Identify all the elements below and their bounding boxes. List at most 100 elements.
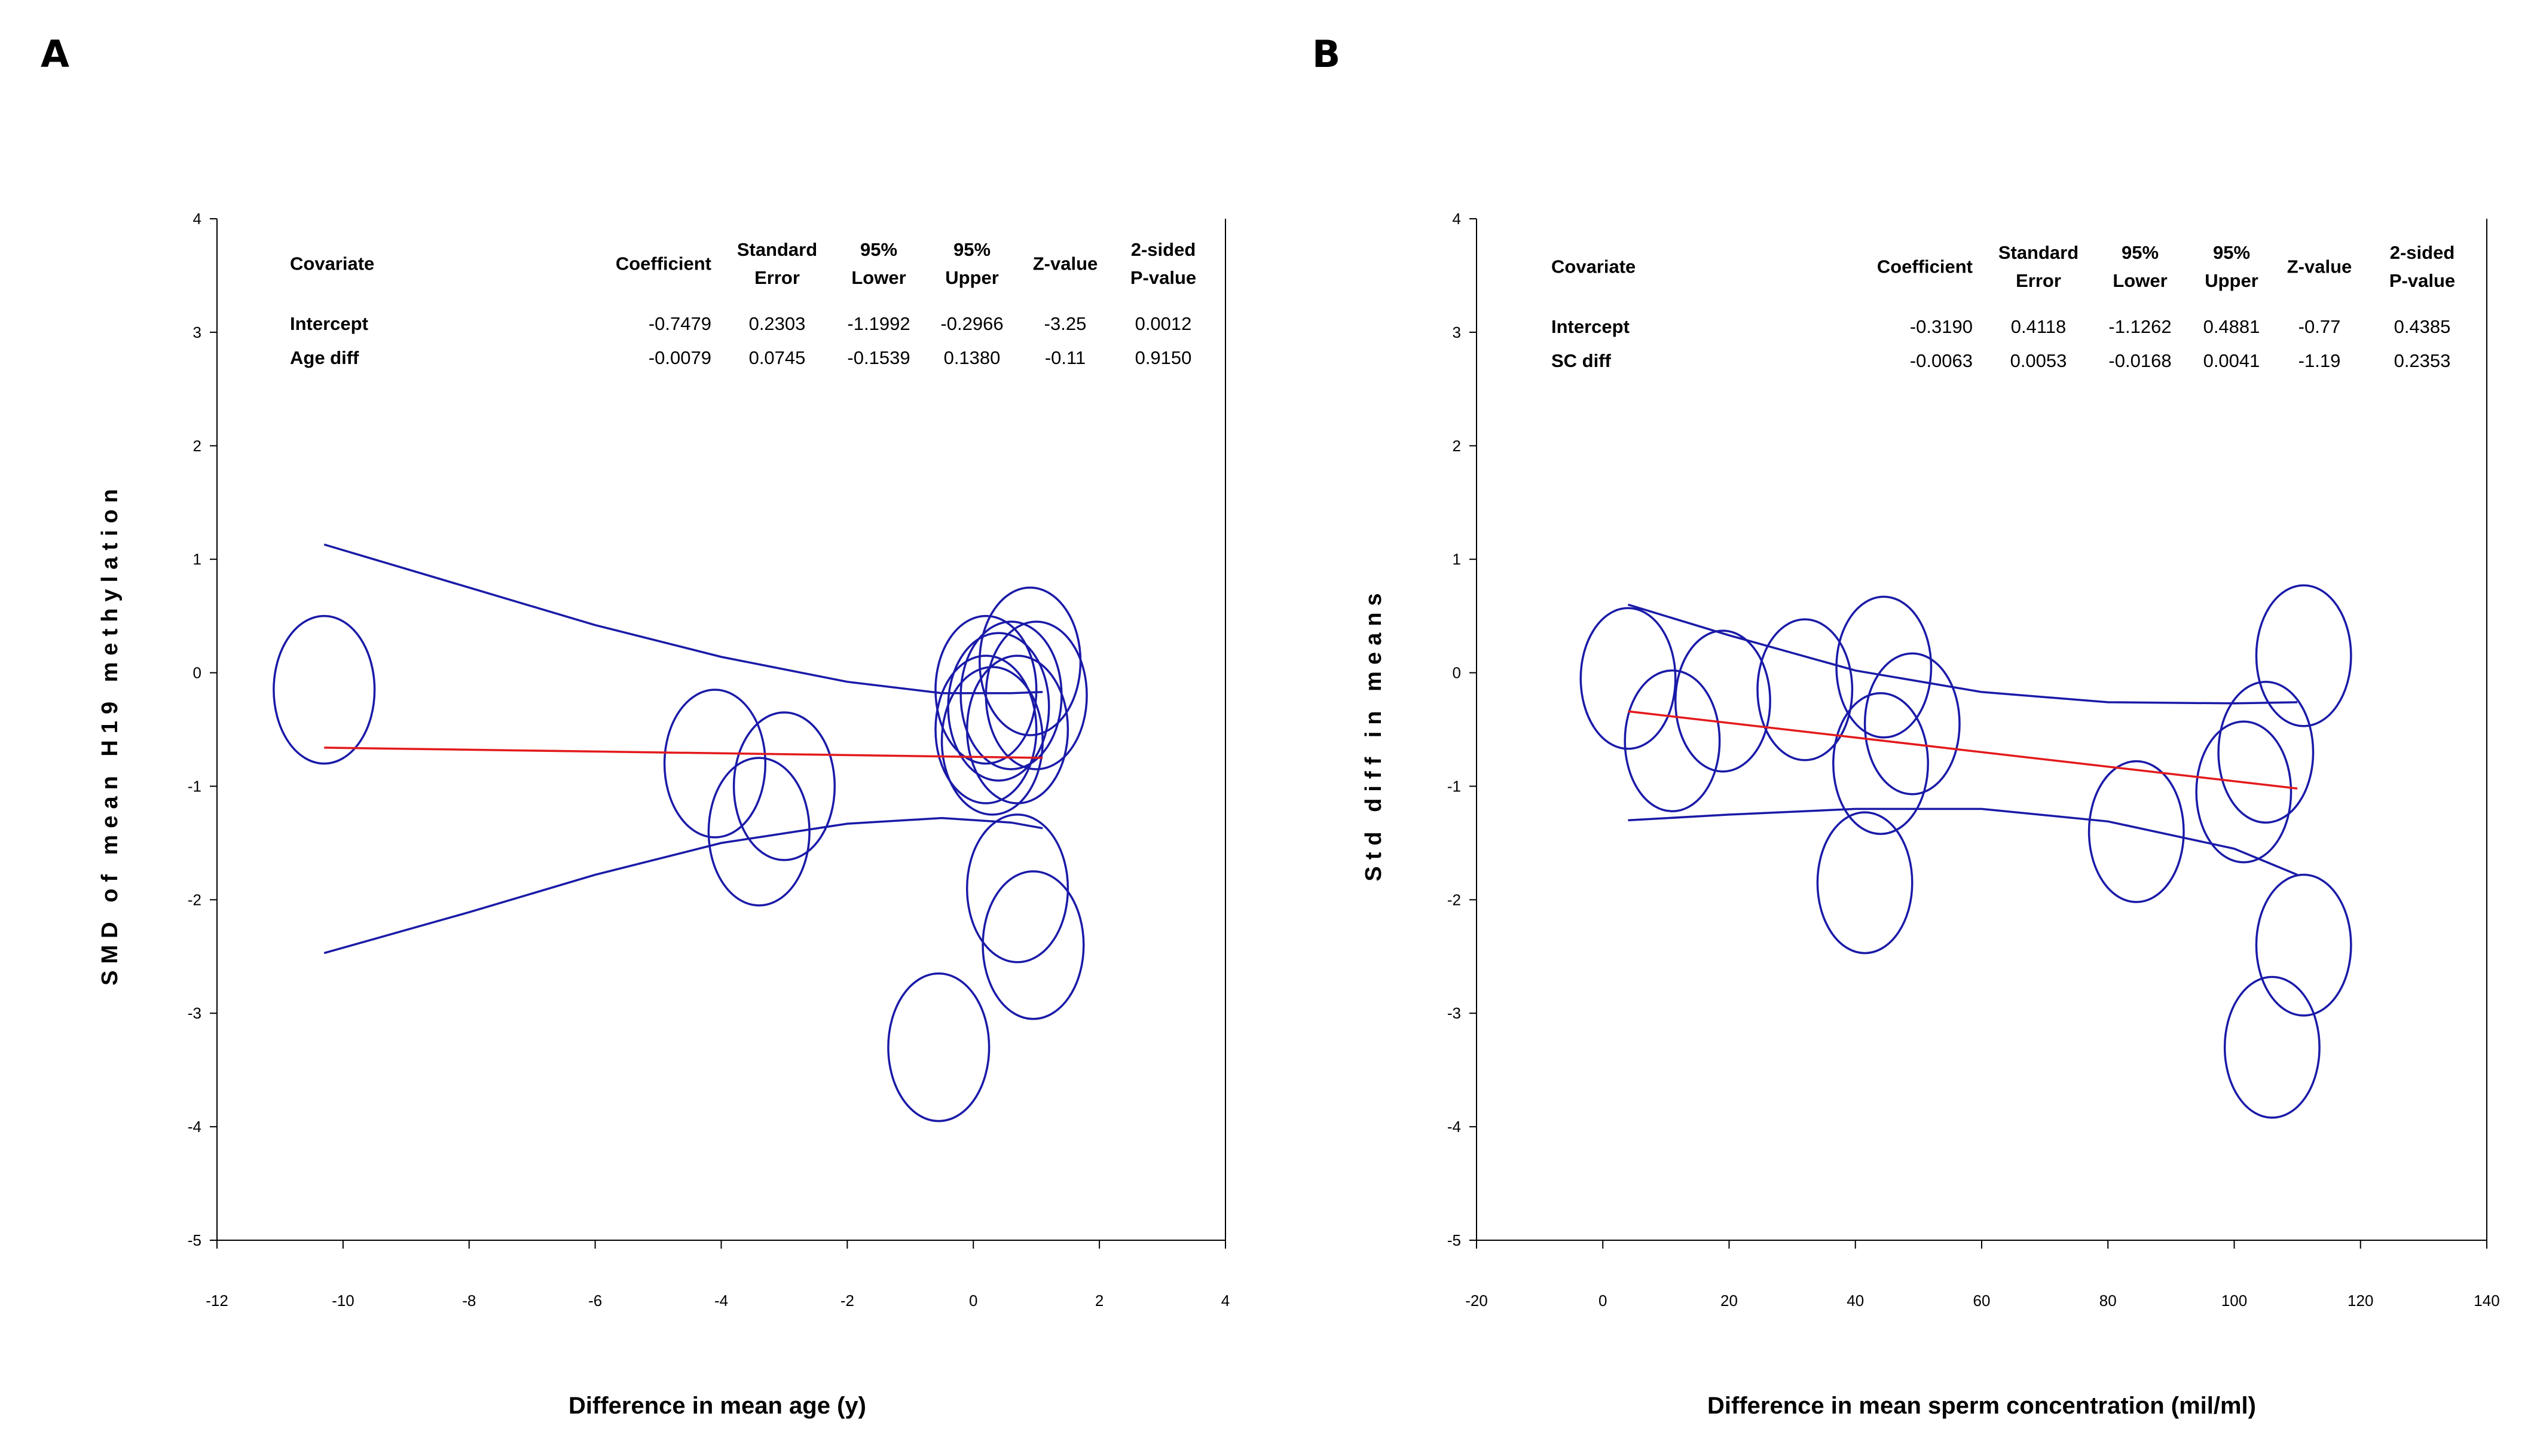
panel-a-study-bubble — [934, 654, 1038, 805]
panel-b-table-cell: SC diff — [1551, 350, 1612, 371]
panel-b-y-tick-label: -5 — [1447, 1231, 1461, 1249]
panel-a-table-cell: -1.1992 — [847, 313, 910, 334]
panel-b-y-tick-label: 3 — [1453, 323, 1461, 341]
panel-b-table-header: 95% — [2122, 242, 2159, 263]
panel-b-x-tick-label: 20 — [1720, 1292, 1738, 1310]
panel-label-a: A — [41, 32, 69, 76]
panel-a-table-header: P-value — [1130, 267, 1196, 288]
panel-b-table-header: 2-sided — [2390, 242, 2455, 263]
panel-a-table-cell: 0.0745 — [749, 347, 806, 368]
panel-b-study-bubble — [1579, 607, 1677, 750]
panel-a-x-tick-label: -8 — [462, 1292, 476, 1310]
panel-a-study-bubble — [965, 813, 1069, 963]
panel-b-x-tick-label: 80 — [2099, 1292, 2117, 1310]
panel-b-table-header: Standard — [1998, 242, 2078, 263]
panel-a-x-tick-label: -4 — [714, 1292, 728, 1310]
panel-a-table-header: Coefficient — [616, 253, 711, 274]
panel-b-study-bubble — [1624, 669, 1721, 812]
panel-a-table-cell: Intercept — [290, 313, 368, 334]
panel-b-y-tick-label: 4 — [1453, 210, 1461, 228]
panel-a-table-cell: 0.9150 — [1135, 347, 1192, 368]
panel-a-x-tick-label: -6 — [588, 1292, 602, 1310]
panel-a-table-header: Covariate — [290, 253, 374, 274]
panel-a-table-cell: -0.1539 — [847, 347, 910, 368]
panel-a-y-tick-label: -5 — [188, 1231, 201, 1249]
panel-a-y-tick-label: -1 — [188, 777, 201, 795]
panel-b-study-bubble — [1832, 692, 1929, 835]
panel-b-y-tick-label: -2 — [1447, 891, 1461, 909]
panel-a-y-tick-label: -4 — [188, 1118, 201, 1136]
panel-b-table-header: P-value — [2389, 270, 2455, 291]
panel-a-y-axis-title: SMD of mean H19 methylation — [97, 482, 123, 986]
panel-b-table-header: Z-value — [2287, 256, 2352, 277]
panel-a-chart: 4 3 2 1 0 -1 -2 -3 -4 -5 -12 -10 -8 -6 -4 -2 0 2 4 Covaria… — [97, 210, 1230, 1419]
panel-b-x-tick-label: 60 — [1973, 1292, 1991, 1310]
panel-a-study-bubble — [985, 620, 1088, 770]
panel-a-y-tick-label: -3 — [188, 1004, 201, 1022]
panel-b-table-cell: -0.0168 — [2108, 350, 2171, 371]
panel-b-x-tick-label: 140 — [2474, 1292, 2499, 1310]
panel-b-chart: 4 3 2 1 0 -1 -2 -3 -4 -5 -20 0 20 40 60 80 100 120 140 Cov… — [1361, 210, 2500, 1419]
panel-b-table-cell: 0.2353 — [2394, 350, 2451, 371]
panel-b-table-cell: 0.0041 — [2203, 350, 2260, 371]
panel-a-study-bubble — [663, 689, 767, 839]
panel-a-x-tick-label: -10 — [332, 1292, 354, 1310]
panel-b-table-header: Upper — [2205, 270, 2258, 291]
panel-a-table-cell: 0.0012 — [1135, 313, 1192, 334]
panel-b-study-bubble — [1674, 629, 1771, 773]
panel-b-table-cell: -0.0063 — [1910, 350, 1973, 371]
panel-a-table-header: 95% — [860, 239, 897, 260]
panel-b-y-tick-label: 2 — [1453, 437, 1461, 455]
panel-a-y-tick-label: 2 — [193, 437, 201, 455]
panel-a-study-bubble — [273, 614, 376, 765]
panel-b-table-header: 95% — [2213, 242, 2250, 263]
panel-b-table-cell: 0.4881 — [2203, 316, 2260, 337]
panel-b-table-cell: -0.3190 — [1910, 316, 1973, 337]
panel-a-table-header: Z-value — [1033, 253, 1098, 274]
panel-b-study-bubble — [1816, 811, 1914, 955]
panel-a-x-tick-label: 2 — [1095, 1292, 1104, 1310]
panel-a-table-cell: -3.25 — [1044, 313, 1087, 334]
panel-a-table-cell: -0.11 — [1045, 347, 1086, 368]
panel-b-table-cell: 0.4118 — [2011, 316, 2067, 337]
panel-a-table-header: Error — [754, 267, 800, 288]
panel-b-table-cell: -1.1262 — [2108, 316, 2171, 337]
panel-b-x-tick-label: 40 — [1847, 1292, 1864, 1310]
panel-a-study-bubble — [934, 614, 1038, 765]
panel-a-table-header: 95% — [953, 239, 991, 260]
panel-b-study-bubble — [2217, 680, 2315, 824]
panel-a-table-cell: -0.7479 — [649, 313, 711, 334]
panel-a-x-tick-label: -2 — [840, 1292, 854, 1310]
panel-b-table-header: Error — [2016, 270, 2061, 291]
panel-a-x-tick-label: 4 — [1221, 1292, 1230, 1310]
panel-b-regression-line — [1628, 710, 2298, 790]
panel-a-y-tick-label: 1 — [193, 550, 201, 568]
panel-b-x-tick-label: 0 — [1598, 1292, 1607, 1310]
panel-a-study-bubble — [732, 711, 836, 861]
panel-a-y-tick-label: 0 — [193, 664, 201, 682]
panel-a-x-tick-label: 0 — [969, 1292, 977, 1310]
panel-label-b: B — [1312, 32, 1340, 76]
panel-a-study-bubble — [965, 654, 1069, 805]
panel-a-y-tick-label: 3 — [193, 323, 201, 341]
panel-a-table-header: Standard — [737, 239, 817, 260]
panel-b-stats-table: Covariate Coefficient Standard Error 95% Lowe… — [1551, 242, 2455, 371]
panel-b-study-bubble — [1863, 652, 1961, 796]
panel-a-stats-table: Covariate Coefficient Standard Error 95% Lowe… — [290, 239, 1196, 368]
panel-b-table-cell: Intercept — [1551, 316, 1630, 337]
panel-a-ci-lower-curve — [323, 816, 1043, 955]
panel-a-study-bubble — [947, 632, 1050, 782]
panel-a-table-cell: 0.2303 — [749, 313, 806, 334]
panel-b-x-tick-label: 120 — [2348, 1292, 2373, 1310]
panel-b-study-bubble — [2223, 975, 2321, 1119]
panel-b-study-bubble — [2087, 760, 2185, 903]
panel-a-table-header: Lower — [851, 267, 906, 288]
panel-b-table-cell: -0.77 — [2298, 316, 2341, 337]
panel-b-x-axis-title: Difference in mean sperm concentration (… — [1707, 1393, 2256, 1419]
panel-b-y-tick-label: 1 — [1453, 550, 1461, 568]
panel-a-table-cell: -0.0079 — [649, 347, 711, 368]
panel-a-ci-upper-curve — [323, 543, 1043, 695]
panel-b-table-cell: -1.19 — [2298, 350, 2341, 371]
